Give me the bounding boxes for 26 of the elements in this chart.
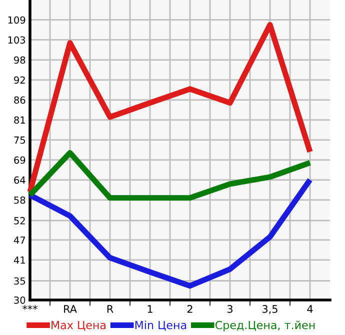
- x-tick-label: 2: [187, 305, 192, 313]
- y-tick-label: 35: [14, 277, 25, 285]
- x-tick-label: ***: [22, 305, 38, 310]
- y-tick-label: 30: [14, 296, 26, 304]
- y-tick-label: 103: [8, 36, 26, 44]
- legend-label: Min Цена: [135, 320, 186, 331]
- x-tick-label: R: [107, 305, 114, 313]
- x-tick-label: 3,5: [262, 305, 278, 314]
- y-tick-label: 86: [14, 96, 26, 104]
- legend-label: Сред.Цена, т.йен: [215, 320, 315, 332]
- legend-label: Max Цена: [52, 320, 106, 331]
- y-tick-label: 52: [14, 217, 25, 224]
- y-tick-label: 58: [14, 196, 26, 204]
- x-tick-label: 3: [227, 305, 232, 313]
- y-tick-label: 47: [14, 236, 25, 244]
- y-tick-label: 64: [14, 176, 26, 184]
- y-tick-label: 81: [14, 116, 25, 124]
- x-tick-label: 4: [307, 305, 313, 313]
- y-tick-label: 41: [14, 256, 25, 264]
- x-tick-label: RA: [64, 305, 77, 313]
- y-tick-label: 98: [14, 56, 26, 64]
- y-tick-label: 92: [14, 76, 25, 84]
- y-tick-label: 69: [14, 156, 26, 164]
- y-tick-label: 75: [14, 136, 25, 144]
- y-tick-label: 109: [8, 16, 26, 24]
- x-tick-label: 1: [148, 305, 152, 313]
